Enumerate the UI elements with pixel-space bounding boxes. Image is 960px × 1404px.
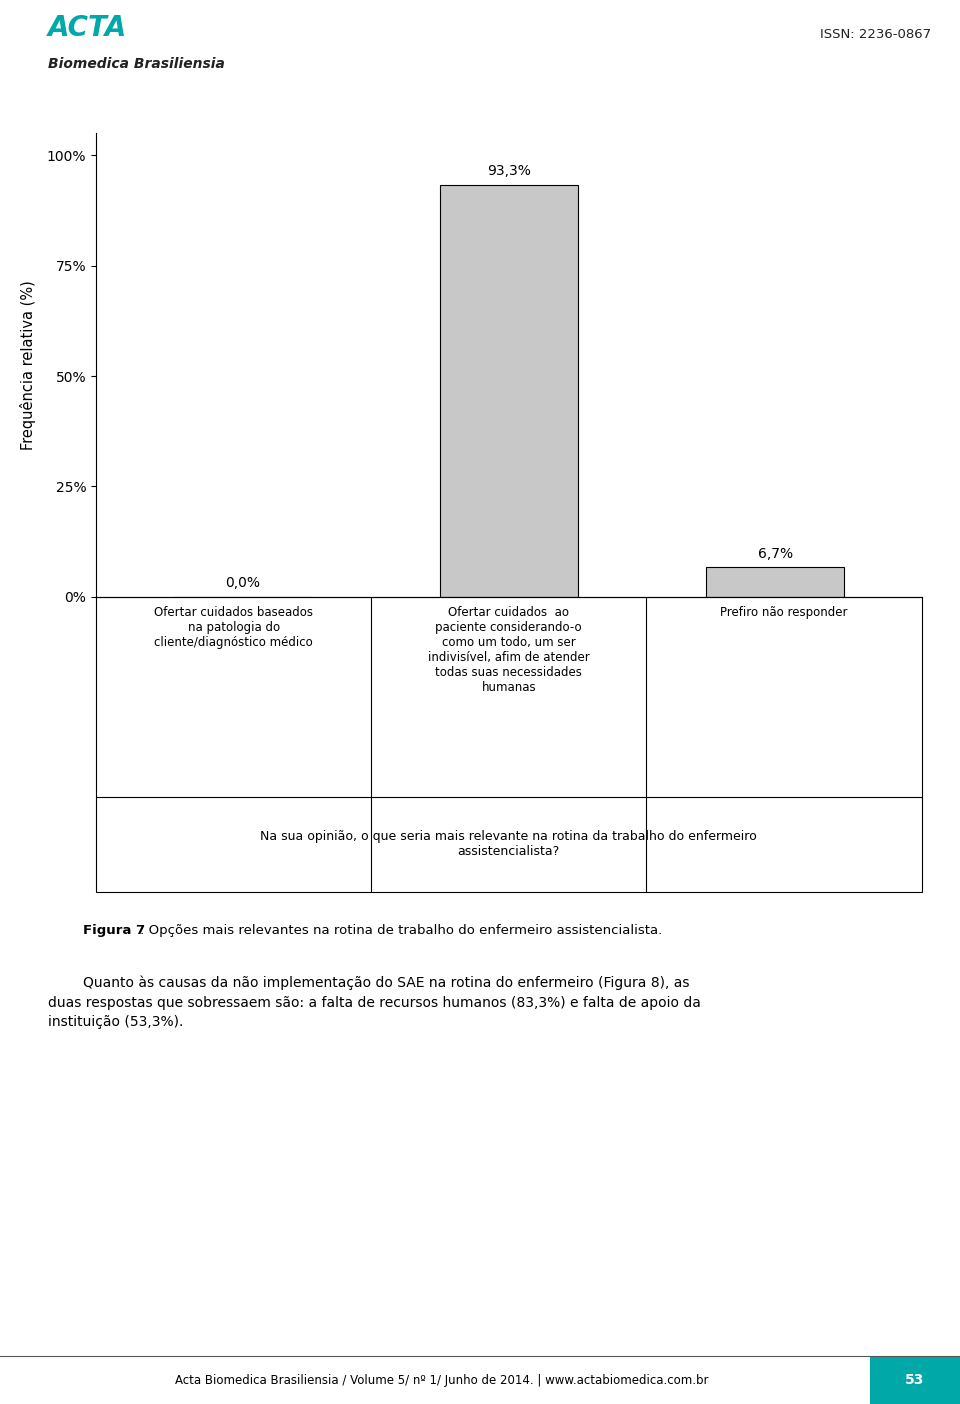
Text: Ofertar cuidados  ao
paciente considerando-o
como um todo, um ser
indivisível, a: Ofertar cuidados ao paciente considerand… — [428, 605, 589, 694]
Bar — [440, 185, 578, 597]
Text: Quanto às causas da não implementação do SAE na rotina do enfermeiro (Figura 8),: Quanto às causas da não implementação do… — [48, 976, 701, 1029]
Text: 0,0%: 0,0% — [225, 576, 260, 590]
Text: Biomedica Brasiliensia: Biomedica Brasiliensia — [48, 56, 225, 70]
Text: Figura 7: Figura 7 — [83, 924, 145, 938]
Text: 53: 53 — [905, 1373, 924, 1387]
Text: : Opções mais relevantes na rotina de trabalho do enfermeiro assistencialista.: : Opções mais relevantes na rotina de tr… — [139, 924, 661, 938]
Text: 93,3%: 93,3% — [487, 164, 531, 178]
Text: Ofertar cuidados baseados
na patologia do
cliente/diagnóstico médico: Ofertar cuidados baseados na patologia d… — [155, 605, 313, 649]
Text: 6,7%: 6,7% — [757, 546, 793, 560]
Text: Prefiro não responder: Prefiro não responder — [720, 605, 848, 619]
Text: Na sua opinião, o que seria mais relevante na rotina da trabalho do enfermeiro
a: Na sua opinião, o que seria mais relevan… — [260, 830, 757, 858]
Text: ACTA: ACTA — [48, 14, 128, 42]
Y-axis label: Frequência relativa (%): Frequência relativa (%) — [19, 281, 36, 449]
Bar — [870, 1356, 960, 1404]
Text: ISSN: 2236-0867: ISSN: 2236-0867 — [820, 28, 931, 41]
Text: Acta Biomedica Brasiliensia / Volume 5/ nº 1/ Junho de 2014. | www.actabiomedica: Acta Biomedica Brasiliensia / Volume 5/ … — [175, 1373, 708, 1387]
Bar — [706, 567, 845, 597]
